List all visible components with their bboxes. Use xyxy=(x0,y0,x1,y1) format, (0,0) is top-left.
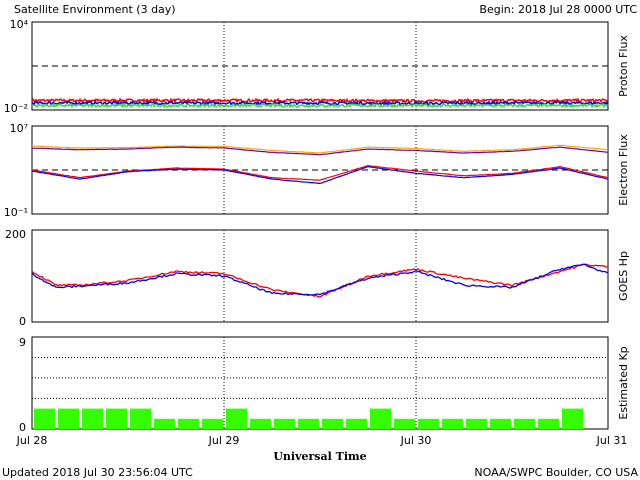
electron-series-red xyxy=(31,164,609,181)
kp-ytick-top: 9 xyxy=(19,336,26,349)
kp-bar-3 xyxy=(106,408,127,429)
kp-bar-22 xyxy=(562,408,583,429)
kp-bar-14 xyxy=(370,408,391,429)
kp-bar-15 xyxy=(394,418,415,429)
kp-panel xyxy=(31,336,609,430)
xtick-jul31: Jul 31 xyxy=(596,434,628,447)
kp-bar-11 xyxy=(298,418,319,429)
electron-series-orange xyxy=(31,144,609,154)
kp-bar-2 xyxy=(82,408,103,429)
goes-hp-label: GOES Hp xyxy=(617,251,630,301)
electron-ytick-bottom: 10⁻¹ xyxy=(4,206,28,219)
electron-series-purple xyxy=(31,146,609,156)
goes-hp-panel xyxy=(31,229,609,323)
electron-series-blue xyxy=(31,166,609,184)
proton-flux-panel xyxy=(31,21,609,111)
hp-series-blue xyxy=(31,263,609,296)
electron-flux-panel xyxy=(31,125,609,215)
kp-bar-4 xyxy=(130,408,151,429)
credit-text: NOAA/SWPC Boulder, CO USA xyxy=(474,466,638,479)
kp-bar-12 xyxy=(322,418,343,429)
xtick-jul30: Jul 30 xyxy=(400,434,432,447)
xtick-jul29: Jul 29 xyxy=(208,434,240,447)
kp-bar-9 xyxy=(250,418,271,429)
kp-bar-13 xyxy=(346,418,367,429)
kp-bar-0 xyxy=(34,408,55,429)
proton-ytick-bottom: 10⁻² xyxy=(4,102,28,115)
kp-bar-18 xyxy=(466,418,487,429)
updated-timestamp: Updated 2018 Jul 30 23:56:04 UTC xyxy=(2,466,193,479)
kp-bar-7 xyxy=(202,418,223,429)
hp-ytick-top: 200 xyxy=(5,228,26,241)
kp-bar-8 xyxy=(226,408,247,429)
kp-bar-20 xyxy=(514,418,535,429)
electron-flux-label: Electron Flux xyxy=(617,134,630,206)
proton-flux-label: Proton Flux xyxy=(617,35,630,97)
proton-series-green xyxy=(31,102,609,109)
proton-ytick-top: 10⁴ xyxy=(10,18,29,31)
kp-bar-1 xyxy=(58,408,79,429)
hp-ytick-bottom: 0 xyxy=(19,315,26,328)
proton-series-blue xyxy=(31,99,609,107)
kp-bar-19 xyxy=(490,418,511,429)
hp-series-red xyxy=(31,263,609,298)
estimated-kp-label: Estimated Kp xyxy=(617,346,630,419)
begin-time: Begin: 2018 Jul 28 0000 UTC xyxy=(479,3,637,16)
kp-bar-16 xyxy=(418,418,439,429)
chart-title: Satellite Environment (3 day) xyxy=(14,3,176,16)
kp-bar-6 xyxy=(178,418,199,429)
proton-series-red xyxy=(31,97,609,104)
x-axis-title: Universal Time xyxy=(273,450,366,463)
kp-bar-17 xyxy=(442,418,463,429)
electron-ytick-top: 10⁷ xyxy=(10,122,28,135)
kp-ytick-bottom: 0 xyxy=(19,421,26,434)
kp-bar-5 xyxy=(154,418,175,429)
xtick-jul28: Jul 28 xyxy=(16,434,48,447)
kp-bar-10 xyxy=(274,418,295,429)
kp-bar-21 xyxy=(538,418,559,429)
